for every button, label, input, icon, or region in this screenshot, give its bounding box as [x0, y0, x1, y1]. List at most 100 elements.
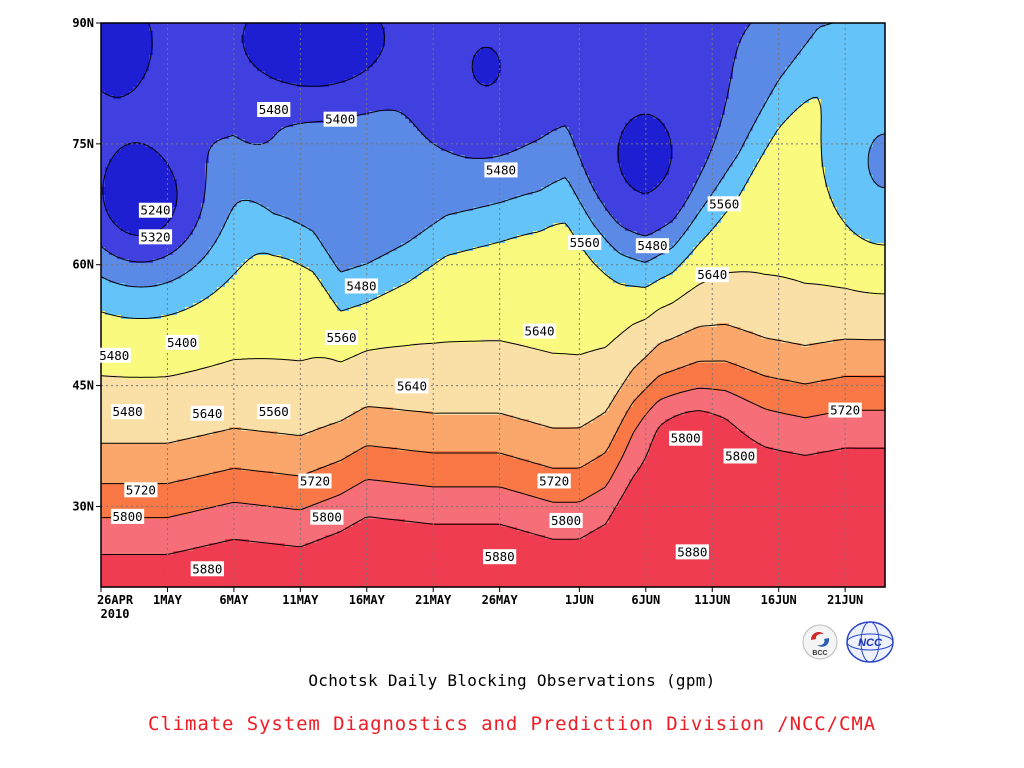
contour-fill-cell — [577, 195, 598, 200]
contour-label-bg — [707, 196, 741, 212]
contour-fill-cell — [653, 439, 754, 444]
contour-fill-cell — [625, 175, 666, 180]
contour-fill-cell — [729, 419, 886, 424]
contour-fill-cell — [609, 479, 630, 484]
contour-fill-cell — [693, 247, 886, 252]
contour-fill-cell — [681, 295, 886, 300]
contour-fill-cell — [229, 467, 242, 472]
contour-fill-cell — [809, 39, 886, 44]
contour-fill-cell — [725, 103, 766, 108]
contour-fill-cell — [797, 107, 822, 112]
contour-fill-cell — [217, 363, 638, 368]
contour-fill-cell — [609, 519, 886, 524]
contour-fill-cell — [185, 307, 338, 312]
contour-fill-cell — [549, 183, 570, 188]
contour-fill-cell — [873, 139, 886, 144]
contour-fill-cell — [325, 499, 550, 504]
contour-fill-cell — [497, 55, 738, 60]
contour-fill-cell — [657, 375, 770, 380]
contour-fill-cell — [417, 483, 606, 488]
contour-fill-cell — [821, 111, 886, 116]
contour-fill-cell — [513, 415, 598, 420]
contour-fill-cell — [369, 67, 474, 72]
contour-fill-cell — [717, 275, 782, 280]
contour-fill-cell — [789, 379, 822, 384]
contour-fill-cell — [693, 219, 722, 224]
contour-label: 5880 — [192, 561, 222, 576]
contour-fill-cell — [301, 263, 338, 268]
contour-fill-cell — [621, 419, 642, 424]
contour-fill-cell — [753, 171, 826, 176]
contour-fill-cell — [313, 271, 422, 276]
contour-fill-cell — [745, 143, 770, 148]
contour-fill-cell — [693, 327, 742, 332]
contour-fill-cell — [193, 231, 222, 236]
contour-fill-cell — [489, 243, 582, 248]
contour-fill-cell — [101, 335, 618, 340]
chart-title: Ochotsk Daily Blocking Observations (gpm… — [308, 671, 716, 690]
contour-fill-cell — [621, 131, 670, 136]
contour-fill-cell — [533, 495, 590, 500]
contour-fill-cell — [757, 159, 822, 164]
contour-fill-cell — [205, 187, 542, 192]
contour-fill-cell — [633, 367, 678, 372]
contour-fill-cell — [101, 307, 186, 312]
contour-fill-cell — [581, 199, 602, 204]
contour-fill-cell — [105, 183, 178, 188]
contour-fill-cell — [101, 443, 610, 448]
contour-fill-cell — [349, 487, 506, 492]
contour-fill-cell — [405, 115, 638, 120]
contour-fill-cell — [825, 171, 870, 176]
contour-fill-cell — [101, 159, 110, 164]
contour-fill-cell — [113, 219, 170, 224]
contour-fill-cell — [221, 503, 258, 508]
contour-fill-cell — [205, 163, 582, 168]
contour-fill-cell — [101, 527, 346, 532]
contour-fill-cell — [101, 163, 110, 168]
y-tick-label: 60N — [72, 258, 94, 272]
contour-fill-cell — [601, 231, 638, 236]
contour-fill-cell — [101, 503, 222, 508]
contour-fill-cell — [101, 355, 354, 360]
contour-fill-cell — [101, 347, 378, 352]
contour-fill-cell — [101, 563, 886, 568]
contour-label-bg — [635, 238, 670, 254]
contour-fill-cell — [677, 267, 886, 272]
contour-fill-cell — [197, 475, 614, 480]
contour-fill-cell — [729, 323, 886, 328]
contour-fill-cell — [517, 195, 578, 200]
contour-fill-cell — [641, 319, 886, 324]
contour-fill-cell — [385, 43, 738, 48]
contour-fill-cell — [101, 499, 326, 504]
contour-fills — [101, 23, 886, 588]
contour-fill-cell — [585, 167, 622, 172]
contour-fill-cell — [725, 107, 762, 112]
contour-fill-cell — [385, 31, 746, 36]
contour-labels: 5480 5400 5480 5560 5240 5320 5560 5480 5640 5480… — [97, 102, 862, 577]
contour-fill-cell — [437, 219, 594, 224]
contour-fill-cell — [545, 535, 586, 540]
contour-fill-cell — [681, 207, 702, 212]
contour-fill-cell — [401, 283, 626, 288]
contour-fill-cell — [729, 91, 774, 96]
contour-fill-cell — [101, 547, 194, 552]
contour-label-bg — [669, 430, 703, 446]
contour-fill-cell — [665, 275, 718, 280]
contour-fill-cell — [853, 231, 886, 236]
contour-fill-cell — [821, 283, 886, 288]
contour-fill-cell — [281, 255, 330, 260]
contour-fill-cell — [101, 339, 482, 344]
contour-fill-cell — [241, 467, 318, 472]
contour-fill-cell — [509, 151, 578, 156]
contour-fill-cell — [629, 255, 658, 260]
contour-fill-cell — [773, 91, 886, 96]
contour-label: 5560 — [326, 330, 356, 345]
contour-fill-cell — [657, 399, 750, 404]
contour-fill-cell — [101, 379, 626, 384]
contour-fill-cell — [753, 167, 826, 172]
contour-fill-cell — [501, 67, 734, 72]
contour-fill-cell — [873, 179, 886, 184]
contour-fill-cell — [101, 135, 230, 140]
contour-fill-cell — [653, 231, 686, 236]
